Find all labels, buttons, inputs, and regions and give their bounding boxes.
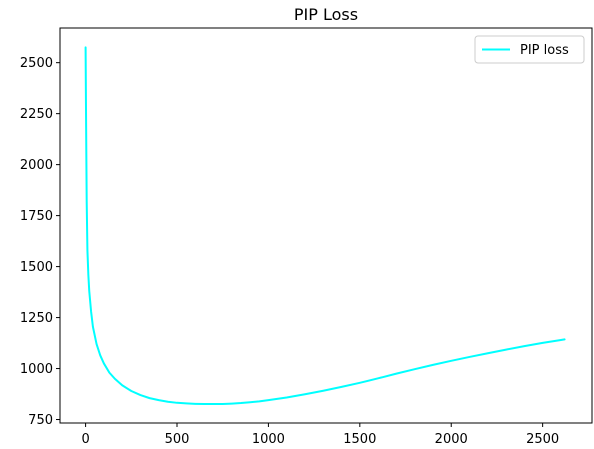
y-tick-label: 1500 [20,260,53,275]
y-tick-label: 750 [28,413,53,428]
x-tick-label: 0 [81,432,89,447]
x-tick-label: 1500 [343,432,376,447]
plot-area: 0 500 1000 1500 2000 2500 750 1000 1250 1500 1750… [20,27,593,447]
x-axis: 0 500 1000 1500 2000 2500 [81,423,559,447]
series-line-0 [84,46,566,406]
y-tick-label: 1750 [20,209,53,224]
x-tick-label: 500 [165,432,190,447]
y-axis: 750 1000 1250 1500 1750 2000 2250 2500 [20,56,60,428]
y-tick-label: 1250 [20,311,53,326]
x-tick-label: 1000 [252,432,285,447]
y-tick-label: 2500 [20,56,53,71]
x-tick-label: 2000 [435,432,468,447]
series-layer [84,46,566,406]
legend-label-pip-loss: PIP loss [520,43,569,58]
chart-title: PIP Loss [294,5,358,24]
plot-frame [59,27,593,424]
y-tick-label: 2000 [20,158,53,173]
legend: PIP loss [474,35,585,64]
legend-box [474,35,585,64]
y-tick-label: 2250 [20,107,53,122]
y-tick-label: 1000 [20,362,53,377]
x-tick-label: 2500 [526,432,559,447]
